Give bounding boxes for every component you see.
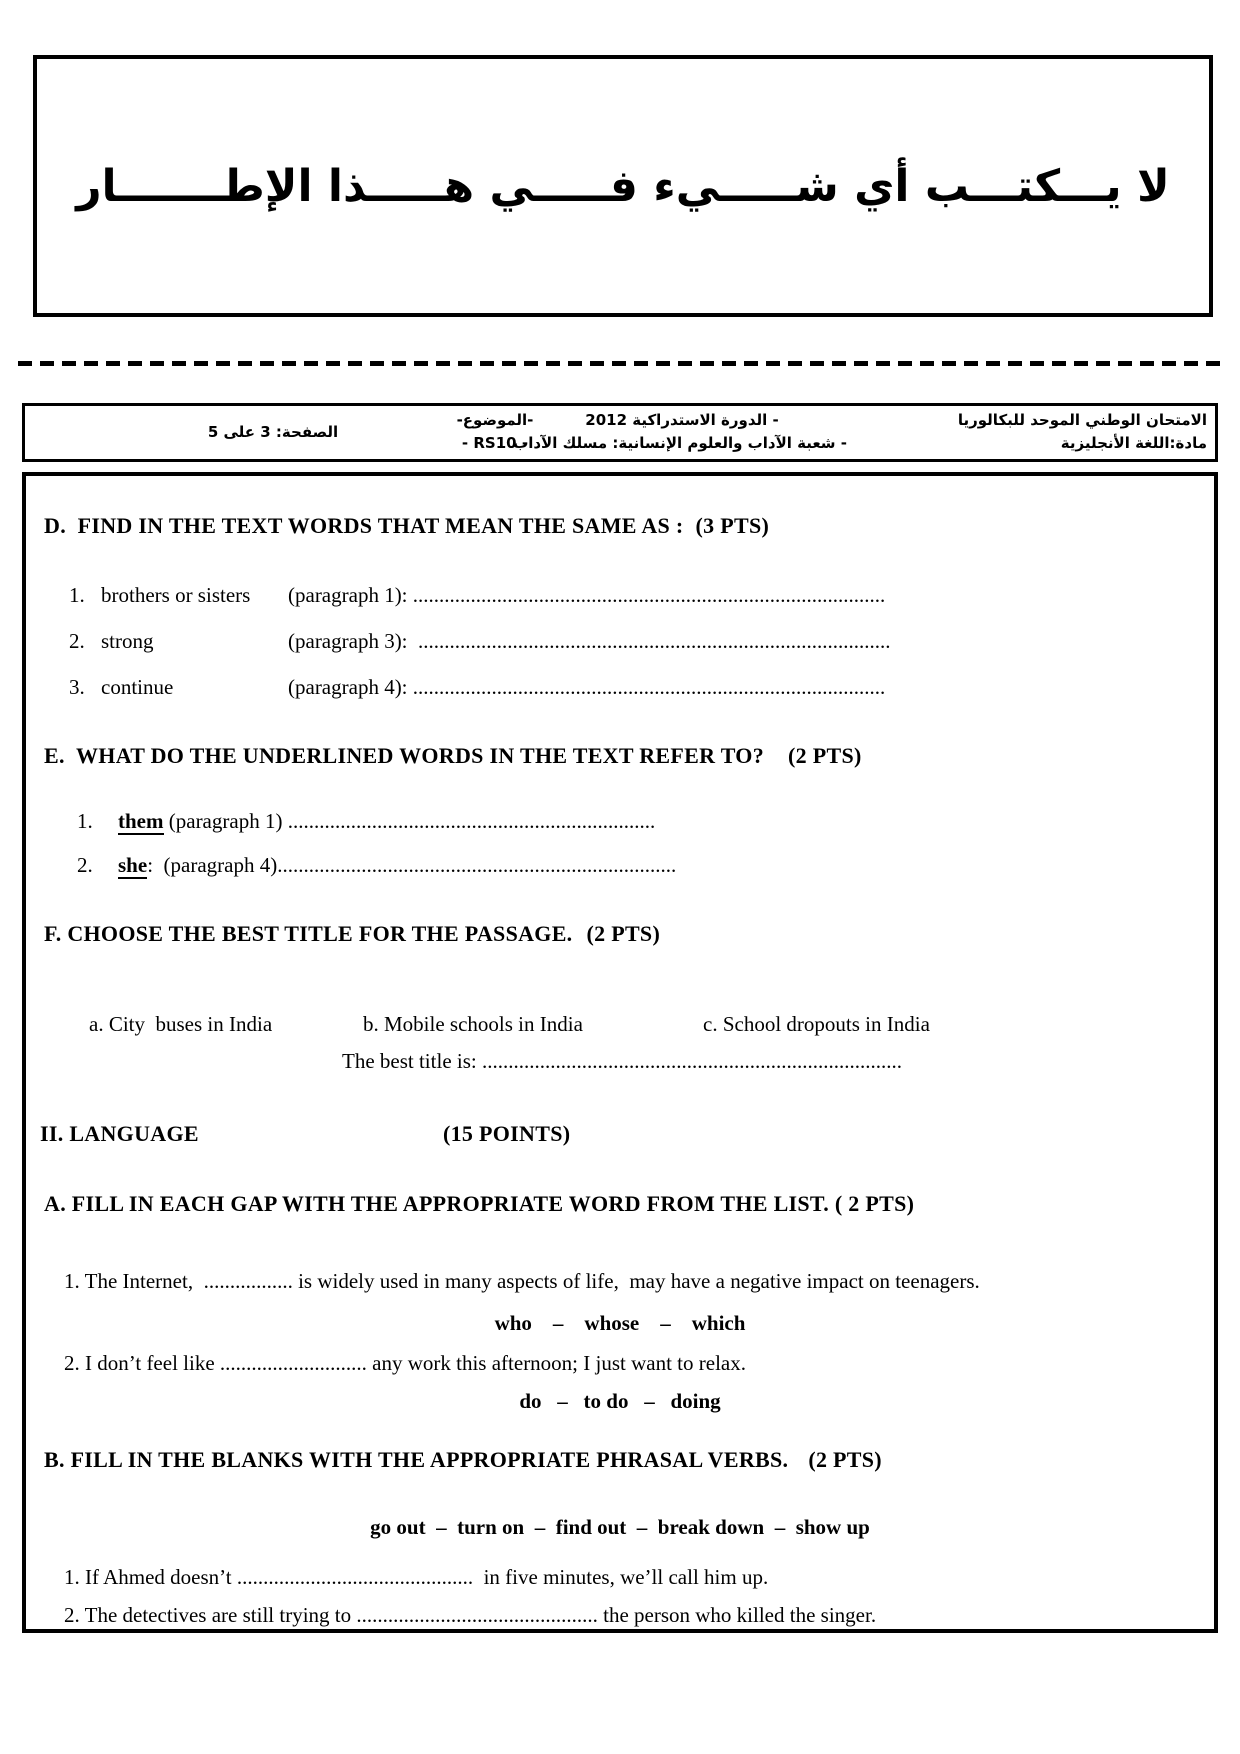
dashed-separator bbox=[18, 361, 1222, 366]
section-e-heading-text: E. WHAT DO THE UNDERLINED WORDS IN THE T… bbox=[44, 743, 764, 768]
exam-header-main: الامتحان الوطني الموحد للبكالوريا مادة:ا… bbox=[958, 409, 1207, 456]
answer-dots: ........................................… bbox=[277, 853, 677, 877]
best-title-answer-line: The best title is: .....................… bbox=[26, 1048, 1214, 1075]
session-line: - الدورة الاستدراكية 2012 bbox=[585, 411, 779, 429]
section-ii-heading-text: II. LANGUAGE bbox=[40, 1121, 199, 1146]
section-a-q2-word-list: do – to do – doing bbox=[519, 1389, 721, 1413]
section-a-heading-text: A. FILL IN EACH GAP WITH THE APPROPRIATE… bbox=[44, 1191, 915, 1216]
notice-box: لا يـــكتـــب أي شـــــيء فـــــي هـــــ… bbox=[33, 55, 1213, 317]
section-e-item-1: 1. them (paragraph 1) ...................… bbox=[26, 808, 1214, 835]
best-title-label: The best title is: bbox=[342, 1049, 482, 1073]
section-f-options: a. City buses in India b. Mobile schools … bbox=[26, 984, 1214, 1066]
section-e-points: (2 PTS) bbox=[788, 743, 862, 768]
section-e-item-2: 2. she: (paragraph 4)....................… bbox=[26, 852, 1214, 879]
item-ref: (paragraph 1) bbox=[163, 809, 288, 833]
exam-header-box: الامتحان الوطني الموحد للبكالوريا مادة:ا… bbox=[22, 403, 1218, 462]
section-a-heading: A. FILL IN EACH GAP WITH THE APPROPRIATE… bbox=[26, 1190, 1214, 1219]
item-word: brothers or sisters bbox=[101, 583, 251, 607]
page-info: الصفحة: 3 على 5 bbox=[207, 422, 339, 441]
item-number: 1. bbox=[77, 809, 93, 833]
item-number: 3. bbox=[69, 675, 85, 699]
section-b-question-1: 1. If Ahmed doesn’t ....................… bbox=[64, 1565, 769, 1589]
answer-dots: ........................................… bbox=[412, 583, 886, 607]
notice-text: لا يـــكتـــب أي شـــــيء فـــــي هـــــ… bbox=[76, 160, 1170, 212]
answer-dots: ........................................… bbox=[412, 675, 886, 699]
topic-label: -الموضوع- bbox=[456, 411, 534, 429]
exam-header-topic: -الموضوع- - RS10 - bbox=[430, 409, 560, 456]
section-f-heading-text: F. CHOOSE THE BEST TITLE FOR THE PASSAGE… bbox=[44, 921, 573, 946]
section-ii-points: (15 POINTS) bbox=[443, 1121, 571, 1146]
section-d-item-1: 1. brothers or sisters (paragraph 1): ....… bbox=[26, 582, 1214, 609]
item-ref: : (paragraph 4) bbox=[147, 853, 278, 877]
title-option-b: b. Mobile schools in India bbox=[363, 1012, 583, 1037]
item-ref: (paragraph 1): bbox=[288, 583, 413, 607]
section-b-heading-text: B. FILL IN THE BLANKS WITH THE APPROPRIA… bbox=[44, 1447, 789, 1472]
item-ref: (paragraph 4): bbox=[288, 675, 413, 699]
section-d-heading-text: D. FIND IN THE TEXT WORDS THAT MEAN THE … bbox=[44, 513, 684, 538]
ref-code: - RS10 - bbox=[461, 434, 529, 453]
item-number: 2. bbox=[77, 853, 93, 877]
item-number: 2. bbox=[69, 629, 85, 653]
section-d-item-3: 3. continue (paragraph 4): ...............… bbox=[26, 674, 1214, 701]
underlined-word: them bbox=[118, 809, 164, 835]
section-a-question-1: 1. The Internet, ................. is wi… bbox=[64, 1269, 980, 1293]
answer-dots: ........................................… bbox=[481, 1049, 902, 1073]
section-b-question-2: 2. The detectives are still trying to ..… bbox=[64, 1603, 877, 1627]
underlined-word: she bbox=[118, 853, 148, 879]
section-a-q1-word-list: who – whose – which bbox=[494, 1311, 746, 1335]
section-d-item-2: 2. strong (paragraph 3): .................… bbox=[26, 628, 1214, 655]
stream-line: - شعبة الآداب والعلوم الإنسانية: مسلك ال… bbox=[513, 434, 847, 453]
section-e-heading: E. WHAT DO THE UNDERLINED WORDS IN THE T… bbox=[26, 742, 1214, 771]
section-b-phrasal-verb-list: go out – turn on – find out – break down… bbox=[370, 1515, 870, 1539]
section-d-heading: D. FIND IN THE TEXT WORDS THAT MEAN THE … bbox=[26, 512, 1214, 541]
exam-header-session: - الدورة الاستدراكية 2012 - شعبة الآداب … bbox=[513, 409, 847, 456]
section-b-points: (2 PTS) bbox=[808, 1447, 882, 1472]
title-option-c: c. School dropouts in India bbox=[703, 1012, 930, 1037]
item-word: strong bbox=[101, 629, 154, 653]
title-option-a: a. City buses in India bbox=[89, 1012, 273, 1037]
item-ref: (paragraph 3): bbox=[288, 629, 419, 653]
section-f-heading: F. CHOOSE THE BEST TITLE FOR THE PASSAGE… bbox=[26, 920, 1214, 949]
item-word: continue bbox=[101, 675, 174, 699]
exam-title: الامتحان الوطني الموحد للبكالوريا bbox=[957, 411, 1207, 429]
section-d-points: (3 PTS) bbox=[695, 513, 770, 538]
section-b-heading: B. FILL IN THE BLANKS WITH THE APPROPRIA… bbox=[26, 1446, 1214, 1475]
answer-dots: ........................................… bbox=[418, 629, 891, 653]
item-number: 1. bbox=[69, 583, 85, 607]
section-ii-heading: II. LANGUAGE (15 POINTS) bbox=[26, 1120, 1214, 1149]
subject-line: مادة:اللغة الأنجليزية bbox=[1060, 434, 1207, 453]
page-indicator: الصفحة: 3 على 5 bbox=[168, 406, 378, 459]
section-f-points: (2 PTS) bbox=[586, 921, 661, 946]
exam-body-box: D. FIND IN THE TEXT WORDS THAT MEAN THE … bbox=[22, 472, 1218, 1633]
answer-dots: ........................................… bbox=[287, 809, 656, 833]
section-a-question-2: 2. I don’t feel like ...................… bbox=[64, 1351, 746, 1375]
